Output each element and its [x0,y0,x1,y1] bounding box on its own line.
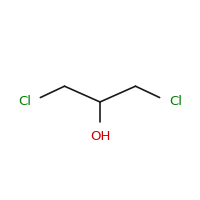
Text: OH: OH [90,130,110,143]
Text: Cl: Cl [18,95,31,108]
Text: Cl: Cl [169,95,182,108]
